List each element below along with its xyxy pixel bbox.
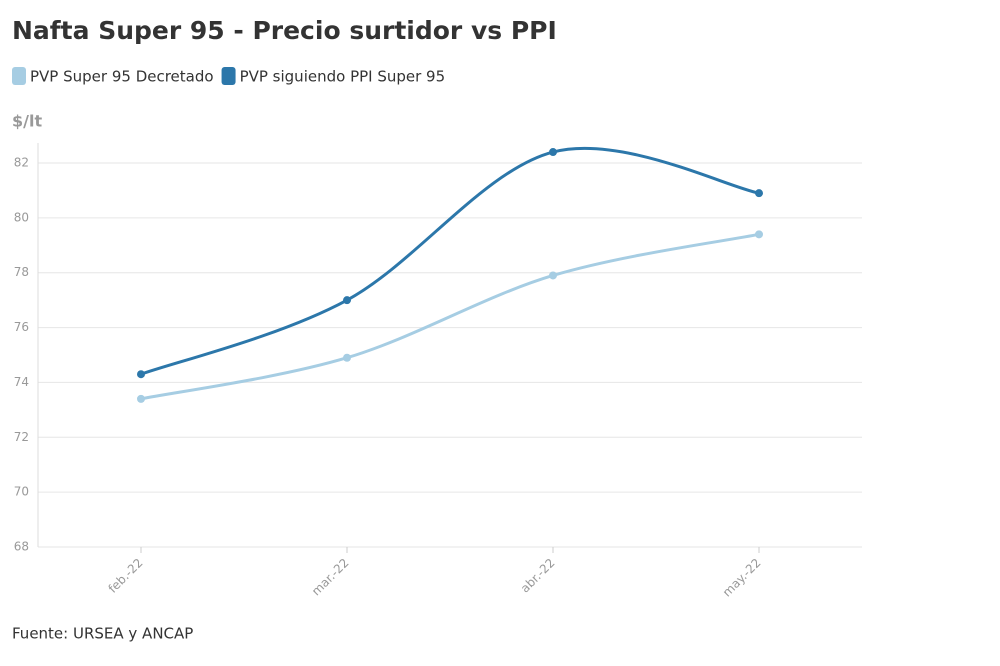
y-tick-label: 78 [14,265,29,279]
data-point [549,271,557,280]
legend-swatch [12,67,26,85]
legend-label: PVP siguiendo PPI Super 95 [240,68,446,86]
data-point [343,296,351,305]
y-tick-label: 80 [14,210,29,224]
y-tick-label: 72 [14,430,29,444]
data-point [755,189,763,198]
x-tick-label: may.-22 [720,556,764,600]
series-line [140,232,760,401]
y-tick-label: 76 [14,320,29,334]
legend-label: PVP Super 95 Decretado [30,68,214,86]
y-tick-label: 70 [14,485,29,499]
y-tick-label: 74 [14,375,29,389]
source-note: Fuente: URSEA y ANCAP [12,625,193,643]
data-point [549,148,557,157]
y-tick-label: 68 [14,540,29,554]
y-axis-label: $/lt [12,112,42,131]
series-line [140,146,760,376]
x-tick-label: abr.-22 [518,556,558,596]
legend-swatch [221,67,236,85]
chart-title: Nafta Super 95 - Precio surtidor vs PPI [12,16,557,45]
data-point [137,394,145,403]
x-tick-label: feb.-22 [106,556,146,596]
x-tick-label: mar.-22 [309,556,352,599]
y-tick-label: 82 [14,156,29,170]
data-point [137,370,145,379]
data-point [343,353,351,362]
data-point [755,230,763,239]
